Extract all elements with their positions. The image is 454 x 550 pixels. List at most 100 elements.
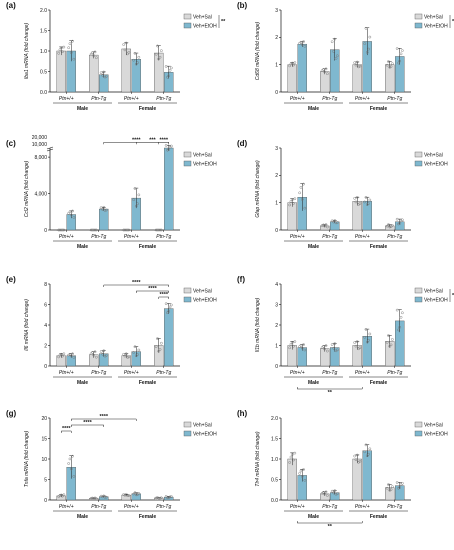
y-tick-label: 0: [44, 364, 47, 370]
data-point: [102, 349, 106, 353]
y-tick-label: 4: [44, 323, 47, 329]
group-label: Male: [77, 380, 88, 386]
x-tick-label: Ptn+/+: [355, 504, 370, 510]
x-tick-label: Ptn+/+: [355, 234, 370, 240]
data-point: [72, 475, 76, 478]
legend-swatch-sal: [414, 151, 423, 158]
x-tick-label: Ptn+/+: [59, 370, 74, 376]
data-point: [93, 350, 97, 354]
data-point: [357, 65, 360, 69]
data-point: [122, 228, 125, 232]
sig-bracket: [297, 521, 363, 524]
data-point: [137, 193, 141, 197]
data-point: [363, 336, 366, 339]
data-point: [391, 62, 394, 65]
y-tick-label: 1.0: [40, 49, 47, 55]
sig-stars: ****: [132, 280, 141, 286]
y-axis-label: Ccl2 mRNA (fold change): [24, 160, 30, 217]
data-point: [300, 475, 304, 478]
data-point: [355, 453, 359, 457]
sig-bracket: [71, 424, 104, 427]
data-point: [353, 61, 356, 65]
bar-etoh: [164, 308, 174, 367]
data-point: [62, 228, 66, 232]
axis-break: [46, 146, 54, 150]
sig-stars: ****: [83, 420, 92, 426]
data-point: [127, 494, 131, 497]
data-point: [154, 228, 158, 232]
legend-label-etoh: Veh+EtOH: [424, 298, 448, 304]
data-point: [326, 72, 329, 76]
data-point: [293, 451, 297, 455]
data-point: [164, 302, 168, 306]
data-point: [67, 46, 70, 50]
data-point: [99, 206, 103, 210]
data-point: [122, 43, 125, 46]
data-point: [170, 66, 173, 70]
data-point: [170, 303, 173, 307]
data-point: [389, 488, 393, 491]
sig-bracket: [136, 290, 169, 293]
data-point: [336, 492, 339, 496]
data-point: [137, 492, 141, 495]
data-point: [364, 443, 368, 447]
data-point: [289, 342, 293, 346]
data-point: [391, 224, 394, 227]
panel-e: (e) 0 2 4 6 8 Il6 mRNA (fold change) Ptn+/+ Ptn-…: [6, 275, 217, 386]
data-point: [290, 198, 294, 202]
y-tick-label: 0: [275, 364, 278, 370]
x-tick-label: Ptn+/+: [290, 370, 305, 376]
sig-bracket: [297, 387, 363, 390]
data-point: [57, 51, 60, 55]
data-point: [395, 308, 399, 312]
legend-sig: *: [452, 293, 454, 299]
group-label: Female: [370, 514, 387, 520]
data-point: [71, 352, 74, 356]
data-point: [89, 52, 93, 56]
bar-sal: [121, 48, 131, 93]
bar-sal: [89, 54, 99, 93]
data-point: [324, 67, 328, 71]
data-point: [293, 340, 297, 343]
data-point: [91, 228, 94, 232]
panel-label: (f): [237, 275, 245, 284]
y-tick-label: 0.0: [40, 90, 47, 96]
x-tick-label: Ptn+/+: [124, 370, 139, 376]
data-point: [401, 481, 404, 485]
data-point: [302, 182, 305, 186]
data-point: [330, 489, 334, 493]
y-tick-label: 3: [275, 146, 278, 152]
data-point: [399, 315, 403, 319]
data-point: [67, 462, 70, 465]
y-tick-label: 3: [275, 302, 278, 308]
data-point: [59, 352, 63, 356]
x-tick-label: Ptn-Tg: [387, 370, 402, 376]
x-tick-label: Ptn-Tg: [156, 234, 171, 240]
data-point: [124, 228, 128, 232]
data-point: [358, 64, 362, 68]
data-point: [395, 217, 399, 221]
bar-sal: [352, 64, 362, 93]
bar-etoh: [297, 43, 307, 93]
group-label: Female: [370, 380, 387, 386]
data-point: [358, 459, 362, 463]
y-axis-label: Il1b mRNA (fold change): [255, 297, 261, 352]
data-point: [387, 334, 390, 337]
data-point: [395, 47, 399, 50]
y-tick-label: 0: [44, 228, 47, 234]
y-tick-label: 4,000: [34, 191, 47, 197]
data-point: [156, 496, 159, 499]
legend-sig: **: [452, 19, 454, 25]
group-label: Female: [139, 244, 156, 250]
data-point: [69, 51, 73, 54]
data-point: [299, 469, 303, 473]
data-point: [387, 60, 390, 63]
data-point: [387, 223, 390, 226]
data-point: [134, 493, 138, 497]
data-point: [303, 348, 307, 352]
data-point: [126, 228, 129, 232]
legend-label-sal: Veh+Sal: [193, 15, 212, 21]
x-tick-label: Ptn-Tg: [387, 234, 402, 240]
data-point: [157, 228, 161, 232]
data-point: [292, 201, 295, 205]
